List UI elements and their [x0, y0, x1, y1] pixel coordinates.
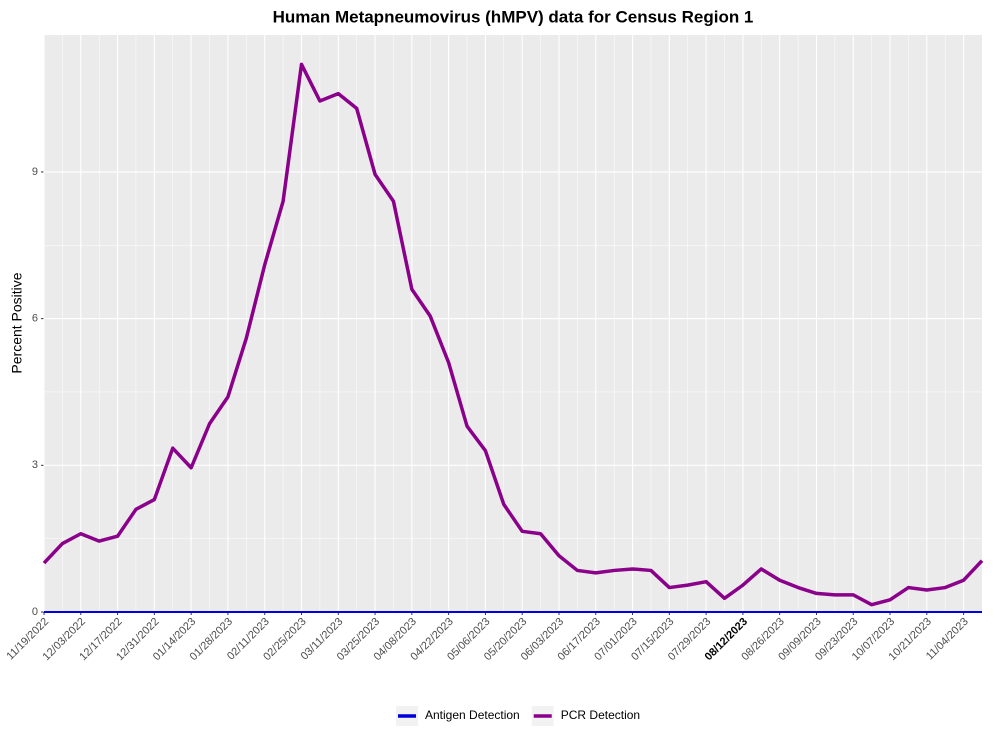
y-tick-label: 0 — [32, 606, 38, 618]
panel — [44, 35, 982, 612]
line-series — [42, 62, 984, 607]
legend-label: Antigen Detection — [425, 708, 520, 722]
chart-title: Human Metapneumovirus (hMPV) data for Ce… — [273, 7, 754, 26]
y-tick-label: 6 — [32, 313, 38, 325]
y-tick-label: 9 — [32, 166, 38, 178]
y-tick-label: 3 — [32, 459, 38, 471]
y-axis-label: Percent Positive — [9, 272, 25, 373]
legend-label: PCR Detection — [561, 708, 640, 722]
